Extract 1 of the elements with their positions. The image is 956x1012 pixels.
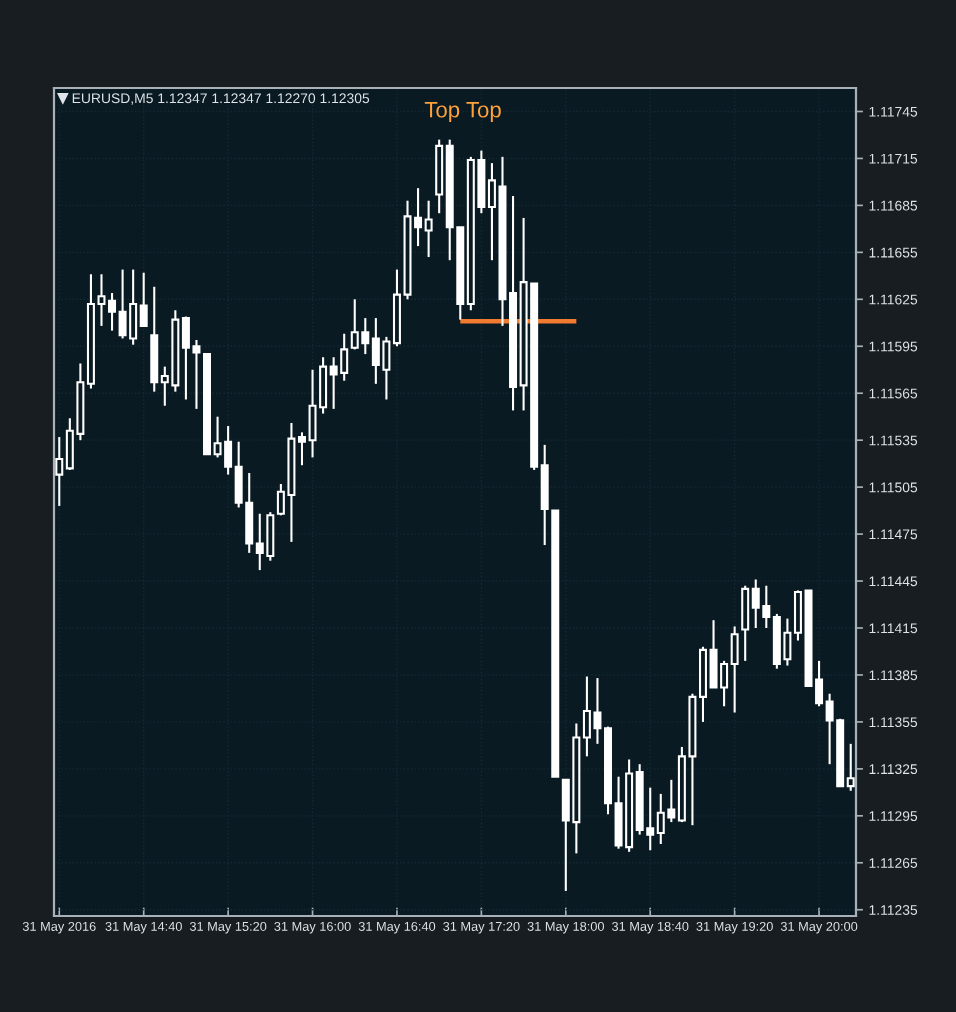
annotation: Top Top: [424, 102, 501, 122]
